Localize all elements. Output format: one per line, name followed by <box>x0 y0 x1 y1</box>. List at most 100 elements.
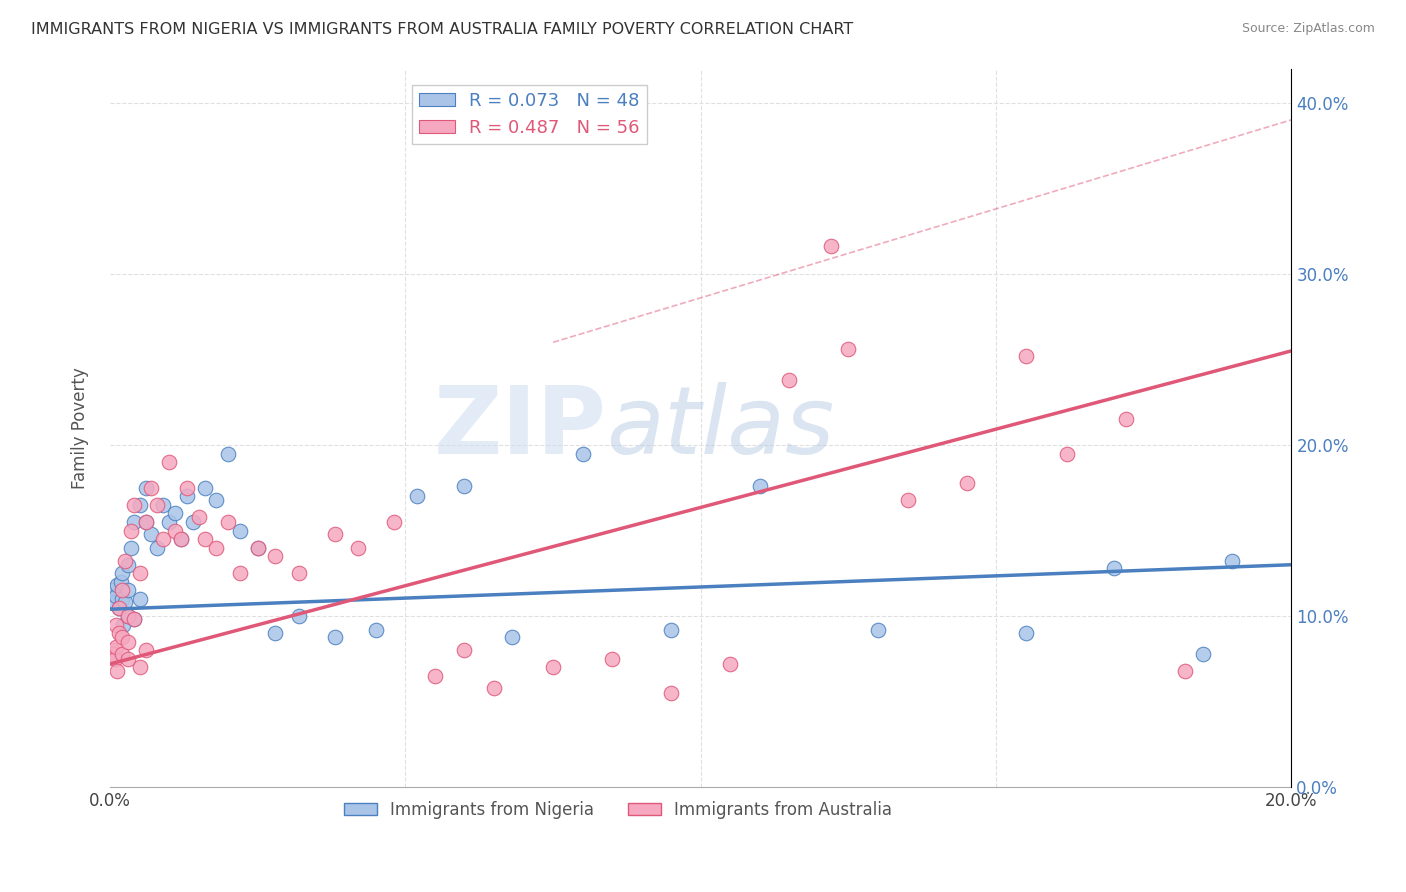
Point <box>105 578 128 592</box>
Point <box>482 681 505 695</box>
Text: ZIP: ZIP <box>433 382 606 474</box>
Text: atlas: atlas <box>606 383 835 474</box>
Point <box>134 481 156 495</box>
Point <box>205 492 228 507</box>
Point <box>165 524 187 538</box>
Point <box>112 617 135 632</box>
Point <box>194 481 217 495</box>
Point <box>659 686 682 700</box>
Point <box>194 532 217 546</box>
Point <box>1056 446 1078 460</box>
Point <box>170 532 193 546</box>
Point <box>117 609 139 624</box>
Text: IMMIGRANTS FROM NIGERIA VS IMMIGRANTS FROM AUSTRALIA FAMILY POVERTY CORRELATION : IMMIGRANTS FROM NIGERIA VS IMMIGRANTS FR… <box>31 22 853 37</box>
Point <box>246 541 269 555</box>
Point <box>820 239 842 253</box>
Point <box>110 574 132 589</box>
Point <box>1192 647 1215 661</box>
Point <box>541 660 564 674</box>
Point <box>1115 412 1137 426</box>
Point <box>246 541 269 555</box>
Point <box>423 669 446 683</box>
Point <box>141 481 163 495</box>
Point <box>141 527 163 541</box>
Point <box>108 626 131 640</box>
Point <box>101 643 124 657</box>
Point <box>181 515 204 529</box>
Point <box>837 342 859 356</box>
Point <box>134 515 156 529</box>
Point <box>152 498 174 512</box>
Point <box>264 549 287 564</box>
Point <box>288 609 311 624</box>
Point <box>453 479 475 493</box>
Point <box>105 664 128 678</box>
Point <box>1102 561 1125 575</box>
Point <box>111 591 134 606</box>
Point <box>101 647 124 661</box>
Point <box>111 566 134 581</box>
Point <box>117 652 139 666</box>
Point <box>152 532 174 546</box>
Point <box>896 492 918 507</box>
Point <box>111 630 134 644</box>
Point <box>217 515 239 529</box>
Point <box>187 509 209 524</box>
Point <box>146 541 169 555</box>
Point <box>122 612 145 626</box>
Point <box>453 643 475 657</box>
Point <box>104 595 127 609</box>
Point <box>122 498 145 512</box>
Legend: Immigrants from Nigeria, Immigrants from Australia: Immigrants from Nigeria, Immigrants from… <box>337 794 898 826</box>
Point <box>347 541 370 555</box>
Point <box>659 623 682 637</box>
Point <box>104 617 127 632</box>
Point <box>571 446 593 460</box>
Point <box>120 524 142 538</box>
Point <box>108 600 131 615</box>
Point <box>600 652 623 666</box>
Y-axis label: Family Poverty: Family Poverty <box>72 367 89 489</box>
Point <box>104 640 127 654</box>
Point <box>108 600 131 615</box>
Point <box>134 515 156 529</box>
Point <box>866 623 889 637</box>
Point <box>176 489 198 503</box>
Point <box>406 489 429 503</box>
Point <box>104 589 127 603</box>
Point <box>146 498 169 512</box>
Point <box>718 657 741 671</box>
Point <box>120 541 142 555</box>
Point <box>205 541 228 555</box>
Point <box>101 583 124 598</box>
Point <box>323 630 346 644</box>
Point <box>501 630 523 644</box>
Point <box>111 647 134 661</box>
Point <box>264 626 287 640</box>
Point <box>128 660 150 674</box>
Point <box>128 566 150 581</box>
Point <box>111 583 134 598</box>
Point <box>1014 626 1036 640</box>
Point <box>1014 349 1036 363</box>
Point <box>170 532 193 546</box>
Point <box>122 515 145 529</box>
Point <box>1174 664 1197 678</box>
Point <box>157 515 180 529</box>
Point <box>117 609 139 624</box>
Point <box>104 652 127 666</box>
Point <box>134 643 156 657</box>
Point <box>114 595 136 609</box>
Point <box>157 455 180 469</box>
Text: Source: ZipAtlas.com: Source: ZipAtlas.com <box>1241 22 1375 36</box>
Point <box>1222 554 1244 568</box>
Point <box>955 475 977 490</box>
Point <box>117 634 139 648</box>
Point <box>217 446 239 460</box>
Point <box>122 612 145 626</box>
Point <box>176 481 198 495</box>
Point <box>288 566 311 581</box>
Point <box>229 524 252 538</box>
Point <box>778 373 800 387</box>
Point <box>128 498 150 512</box>
